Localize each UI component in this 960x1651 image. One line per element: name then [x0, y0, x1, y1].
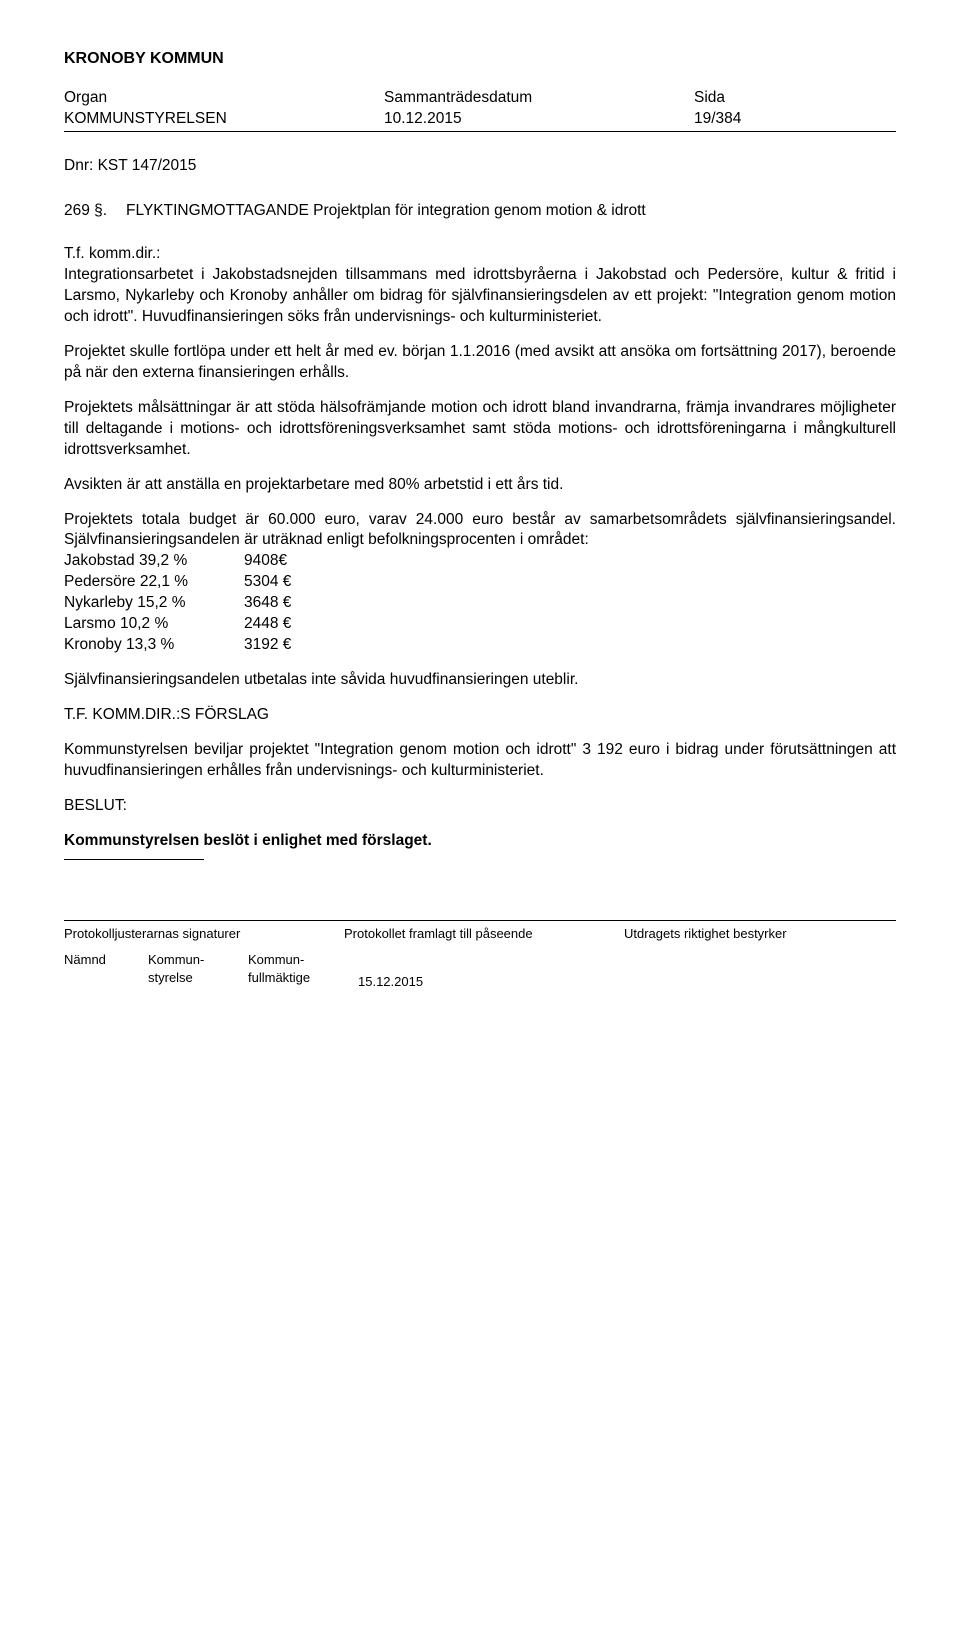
- fin-row: Jakobstad 39,2 % 9408€: [64, 551, 896, 572]
- footer-namnd: Nämnd: [64, 951, 148, 990]
- fin-label: Larsmo 10,2 %: [64, 614, 244, 635]
- paragraph-4: Avsikten är att anställa en projektarbet…: [64, 475, 896, 496]
- fin-row: Kronoby 13,3 % 3192 €: [64, 635, 896, 656]
- fin-label: Jakobstad 39,2 %: [64, 551, 244, 572]
- dnr: Dnr: KST 147/2015: [64, 156, 896, 177]
- date-label: Sammanträdesdatum: [384, 88, 694, 109]
- footer-date: 15.12.2015: [358, 951, 423, 990]
- paragraph-3: Projektets målsättningar är att stöda hä…: [64, 398, 896, 461]
- fin-label: Nykarleby 15,2 %: [64, 593, 244, 614]
- page-value: 19/384: [694, 109, 814, 130]
- footer-col-signatures: Protokolljusterarnas signaturer: [64, 925, 344, 943]
- paragraph-6: Självfinansieringsandelen utbetalas inte…: [64, 670, 896, 691]
- fin-value: 3192 €: [244, 635, 291, 656]
- fin-value: 2448 €: [244, 614, 291, 635]
- footer-kommun-styrelse: Kommun- styrelse: [148, 951, 248, 990]
- fin-label: Pedersöre 22,1 %: [64, 572, 244, 593]
- fin-value: 5304 €: [244, 572, 291, 593]
- paragraph-2: Projektet skulle fortlöpa under ett helt…: [64, 342, 896, 384]
- organ-value: KOMMUNSTYRELSEN: [64, 109, 384, 130]
- organ-label: Organ: [64, 88, 384, 109]
- org-title: KRONOBY KOMMUN: [64, 48, 896, 70]
- fin-value: 9408€: [244, 551, 287, 572]
- fin-row: Larsmo 10,2 % 2448 €: [64, 614, 896, 635]
- fin-label: Kronoby 13,3 %: [64, 635, 244, 656]
- forslag-body: Kommunstyrelsen beviljar projektet "Inte…: [64, 740, 896, 782]
- divider-short: [64, 859, 204, 860]
- item-number: 269 §.: [64, 201, 126, 222]
- beslut-heading: BESLUT:: [64, 796, 896, 817]
- lead-line: T.f. komm.dir.:: [64, 244, 896, 265]
- fin-row: Nykarleby 15,2 % 3648 €: [64, 593, 896, 614]
- beslut-body: Kommunstyrelsen beslöt i enlighet med fö…: [64, 831, 896, 852]
- footer-col-verify: Utdragets riktighet bestyrker: [624, 925, 844, 943]
- financing-table: Jakobstad 39,2 % 9408€ Pedersöre 22,1 % …: [64, 551, 896, 656]
- footer: Protokolljusterarnas signaturer Protokol…: [64, 920, 896, 990]
- footer-kommun-fullmaktige: Kommun- fullmäktige: [248, 951, 358, 990]
- item-title: FLYKTINGMOTTAGANDE Projektplan för integ…: [126, 201, 896, 222]
- fin-row: Pedersöre 22,1 % 5304 €: [64, 572, 896, 593]
- date-value: 10.12.2015: [384, 109, 694, 130]
- paragraph-1: Integrationsarbetet i Jakobstadsnejden t…: [64, 265, 896, 328]
- paragraph-5: Projektets totala budget är 60.000 euro,…: [64, 510, 896, 552]
- fin-value: 3648 €: [244, 593, 291, 614]
- footer-col-display: Protokollet framlagt till påseende: [344, 925, 624, 943]
- page-label: Sida: [694, 88, 814, 109]
- forslag-heading: T.F. KOMM.DIR.:S FÖRSLAG: [64, 705, 896, 726]
